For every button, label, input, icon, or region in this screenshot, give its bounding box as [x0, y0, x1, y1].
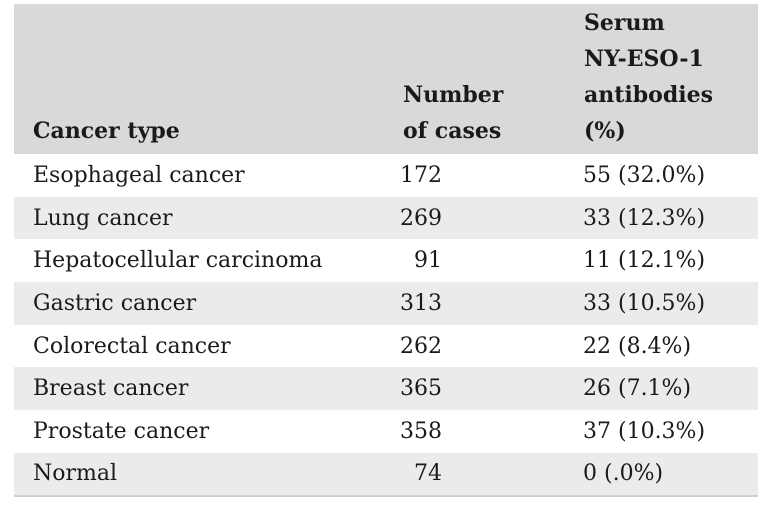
cell-cases: 74	[387, 452, 564, 497]
cell-cases: 313	[400, 290, 442, 316]
cell-cases: 358	[400, 418, 442, 444]
data-table-container: Cancer type Number of cases Serum NY-ESO…	[14, 4, 758, 497]
cell-cancer-type: Lung cancer	[33, 205, 173, 231]
header-cases-line: of cases	[403, 118, 502, 144]
cell-cancer-type: Prostate cancer	[33, 418, 210, 444]
header-number-of-cases: Number of cases	[387, 4, 564, 154]
cell-antibodies: 22 (8.4%)	[583, 333, 692, 359]
table-row: Colorectal cancer 262 22 (8.4%)	[14, 324, 758, 368]
table-header-row: Cancer type Number of cases Serum NY-ESO…	[14, 4, 758, 154]
header-cases-line: Number	[403, 82, 504, 108]
table-row: Lung cancer 269 33 (12.3%)	[14, 196, 758, 240]
cell-cases: 172	[400, 162, 442, 188]
table-row: Breast cancer 365 26 (7.1%)	[14, 367, 758, 411]
cell-antibodies: 26 (7.1%)	[583, 376, 692, 402]
table-row: Gastric cancer 313 33 (10.5%)	[14, 282, 758, 325]
cancer-antibody-table: Cancer type Number of cases Serum NY-ESO…	[14, 4, 758, 497]
table-row: Esophageal cancer 172 55 (32.0%)	[14, 154, 758, 197]
cell-cases: 91	[414, 248, 442, 274]
cell-cases: 365	[400, 376, 442, 402]
cell-antibodies: 11 (12.1%)	[583, 248, 706, 274]
cell-cancer-type: Normal	[14, 452, 387, 497]
table-row: Hepatocellular carcinoma 91 11 (12.1%)	[14, 239, 758, 283]
cell-cancer-type: Breast cancer	[33, 376, 189, 402]
cell-antibodies: 37 (10.3%)	[583, 418, 706, 444]
table-row: Prostate cancer 358 37 (10.3%)	[14, 410, 758, 453]
header-antibodies-line: antibodies	[584, 82, 713, 108]
cell-cancer-type: Esophageal cancer	[33, 162, 245, 188]
cell-cases: 262	[400, 333, 442, 359]
cell-antibodies: 55 (32.0%)	[583, 162, 706, 188]
cell-cancer-type: Gastric cancer	[33, 290, 197, 316]
table-row: Normal 74 0 (.0%)	[14, 452, 758, 497]
cell-antibodies: 33 (10.5%)	[583, 290, 706, 316]
header-antibodies-line: Serum	[584, 10, 665, 36]
header-cancer-type: Cancer type	[14, 4, 387, 154]
cell-cancer-type: Hepatocellular carcinoma	[33, 248, 323, 274]
header-antibodies-line: NY-ESO-1	[584, 46, 704, 72]
header-antibodies-line: (%)	[584, 118, 626, 144]
cell-cases: 269	[400, 205, 442, 231]
header-cancer-type-line: Cancer type	[33, 118, 180, 144]
cell-cancer-type: Colorectal cancer	[33, 333, 231, 359]
header-serum-antibodies: Serum NY-ESO-1 antibodies (%)	[564, 4, 758, 154]
cell-antibodies: 33 (12.3%)	[583, 205, 706, 231]
cell-antibodies: 0 (.0%)	[564, 452, 758, 497]
